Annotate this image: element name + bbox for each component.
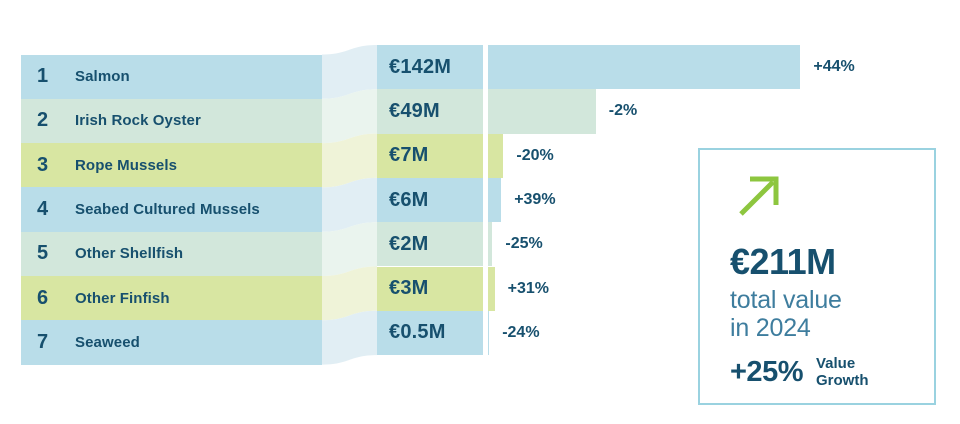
connector-ribbon bbox=[322, 45, 377, 99]
value-bar bbox=[488, 266, 495, 311]
caption-line1: total value bbox=[730, 286, 842, 314]
connector-ribbon bbox=[322, 222, 377, 276]
percent-change-label: +39% bbox=[514, 191, 556, 209]
connector-ribbon bbox=[322, 266, 377, 321]
value-amount: €3M bbox=[389, 277, 429, 300]
connector-ribbon bbox=[322, 133, 377, 188]
value-cell: €2M bbox=[377, 222, 483, 267]
rank-number: 7 bbox=[37, 330, 49, 353]
rank-number: 3 bbox=[37, 153, 49, 176]
flow-connector bbox=[322, 45, 377, 365]
percent-change-label: +31% bbox=[507, 279, 549, 297]
species-label: Rope Mussels bbox=[75, 156, 178, 174]
rank-row-salmon: 1 Salmon bbox=[21, 54, 322, 99]
connector-ribbon bbox=[322, 177, 377, 232]
value-bar bbox=[488, 177, 502, 223]
summary-card: €211M total value in 2024 +25% Value Gro… bbox=[698, 148, 936, 405]
growth-label: Value Growth bbox=[816, 355, 869, 389]
connector-ribbon bbox=[322, 89, 377, 144]
value-amount: €142M bbox=[389, 55, 452, 78]
value-cell: €7M bbox=[377, 133, 483, 178]
value-bar bbox=[488, 89, 596, 134]
growth-row: +25% Value Growth bbox=[730, 355, 916, 389]
rank-number: 2 bbox=[37, 109, 49, 132]
species-label: Other Shellfish bbox=[75, 245, 184, 263]
value-cell: €3M bbox=[377, 266, 483, 311]
total-value: €211M bbox=[730, 241, 836, 282]
rank-row-irish-rock-oyster: 2 Irish Rock Oyster bbox=[21, 98, 322, 144]
value-cell: €0.5M bbox=[377, 310, 483, 356]
rank-number: 1 bbox=[37, 65, 49, 88]
rank-number: 4 bbox=[37, 198, 49, 221]
rank-row-seabed-cultured-mussels: 4 Seabed Cultured Mussels bbox=[21, 187, 322, 232]
rank-row-rope-mussels: 3 Rope Mussels bbox=[21, 143, 322, 188]
value-amount: €2M bbox=[389, 232, 429, 255]
rank-number: 6 bbox=[37, 286, 49, 309]
value-cell: €142M bbox=[377, 45, 483, 90]
value-bar bbox=[488, 222, 493, 267]
value-amount: €0.5M bbox=[389, 321, 446, 344]
percent-change-label: +44% bbox=[813, 58, 855, 76]
value-amount: €7M bbox=[389, 144, 429, 167]
value-bar bbox=[488, 45, 801, 90]
value-cell: €6M bbox=[377, 177, 483, 223]
percent-change-label: -2% bbox=[608, 102, 638, 120]
percent-change-label: -20% bbox=[516, 146, 554, 164]
rank-row-other-finfish: 6 Other Finfish bbox=[21, 276, 322, 321]
connector-ribbon bbox=[322, 310, 377, 365]
growth-percent: +25% bbox=[730, 355, 803, 388]
species-label: Other Finfish bbox=[75, 289, 170, 307]
growth-arrow-icon bbox=[736, 175, 916, 222]
growth-label-line2: Growth bbox=[815, 372, 869, 389]
value-bar bbox=[488, 133, 504, 178]
species-label: Seabed Cultured Mussels bbox=[75, 201, 260, 219]
species-label: Seaweed bbox=[75, 333, 140, 351]
rank-row-other-shellfish: 5 Other Shellfish bbox=[21, 231, 322, 276]
value-bar bbox=[488, 310, 490, 356]
percent-change-label: -24% bbox=[502, 323, 540, 341]
value-amount: €49M bbox=[389, 99, 440, 122]
species-label: Salmon bbox=[75, 68, 130, 86]
value-amount: €6M bbox=[389, 188, 429, 211]
percent-change-label: -25% bbox=[505, 235, 543, 253]
rank-row-seaweed: 7 Seaweed bbox=[21, 320, 322, 365]
value-cell: €49M bbox=[377, 89, 483, 134]
growth-label-line1: Value bbox=[815, 355, 856, 372]
total-value-caption: total value in 2024 bbox=[730, 286, 916, 342]
rank-number: 5 bbox=[37, 242, 49, 265]
species-label: Irish Rock Oyster bbox=[75, 112, 201, 130]
caption-line2: in 2024 bbox=[730, 314, 811, 342]
